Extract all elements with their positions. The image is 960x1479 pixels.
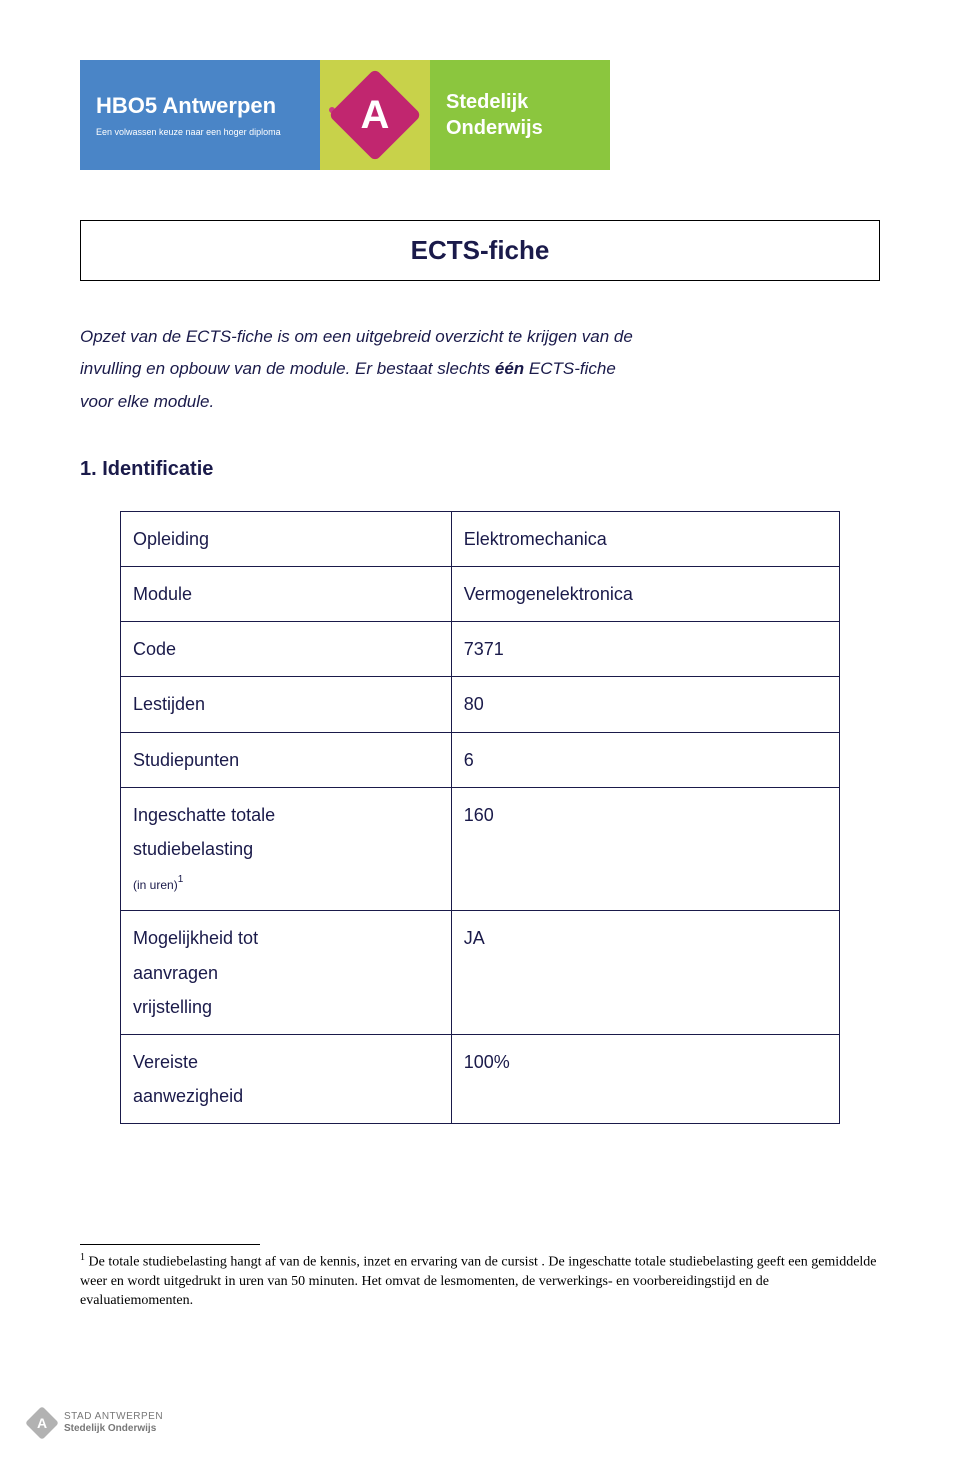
row-studiebelasting-value: 160 xyxy=(451,787,839,911)
row-aanwezigheid-value: 100% xyxy=(451,1034,839,1123)
footer-line1: STAD ANTWERPEN xyxy=(64,1411,163,1423)
banner-hbo5: HBO5 Antwerpen Een volwassen keuze naar … xyxy=(80,60,320,170)
row-studiepunten-value: 6 xyxy=(451,732,839,787)
identification-table: Opleiding Elektromechanica Module Vermog… xyxy=(120,511,840,1124)
table-row: Studiepunten 6 xyxy=(121,732,840,787)
row-module-value: Vermogenelektronica xyxy=(451,567,839,622)
table-row: Opleiding Elektromechanica xyxy=(121,511,840,566)
intro-part4: voor elke module. xyxy=(80,392,214,411)
footnote-body: De totale studiebelasting hangt af van d… xyxy=(80,1255,877,1308)
row-opleiding-label: Opleiding xyxy=(121,511,452,566)
table-row: Code 7371 xyxy=(121,622,840,677)
intro-part2: invulling en opbouw van de module. Er be… xyxy=(80,359,495,378)
table-row: Mogelijkheid tot aanvragen vrijstelling … xyxy=(121,911,840,1035)
intro-bold: één xyxy=(495,359,524,378)
footnote-text: 1 De totale studiebelasting hangt af van… xyxy=(80,1251,880,1310)
hbo5-title: HBO5 Antwerpen xyxy=(96,93,304,119)
banner-a-logo: A xyxy=(320,60,430,170)
row-vrijstelling-label: Mogelijkheid tot aanvragen vrijstelling xyxy=(121,911,452,1035)
intro-part1: Opzet van de ECTS-fiche is om een uitgeb… xyxy=(80,327,633,346)
section-1-heading: 1. Identificatie xyxy=(80,458,880,481)
row-lestijden-label: Lestijden xyxy=(121,677,452,732)
row-code-label: Code xyxy=(121,622,452,677)
page-title: ECTS-fiche xyxy=(91,235,869,266)
table-row: Module Vermogenelektronica xyxy=(121,567,840,622)
row-opleiding-value: Elektromechanica xyxy=(451,511,839,566)
row-code-value: 7371 xyxy=(451,622,839,677)
table-row: Vereiste aanwezigheid 100% xyxy=(121,1034,840,1123)
row-lestijden-value: 80 xyxy=(451,677,839,732)
page-footer: A STAD ANTWERPEN Stedelijk Onderwijs xyxy=(0,1411,960,1465)
title-box: ECTS-fiche xyxy=(80,220,880,281)
table-row: Lestijden 80 xyxy=(121,677,840,732)
row-studiepunten-label: Studiepunten xyxy=(121,732,452,787)
row-vrijstelling-value: JA xyxy=(451,911,839,1035)
footer-line2: Stedelijk Onderwijs xyxy=(64,1423,163,1435)
intro-part3: ECTS-fiche xyxy=(524,359,616,378)
stedelijk-line2: Onderwijs xyxy=(446,115,594,141)
row-studiebelasting-label: Ingeschatte totale studiebelasting (in u… xyxy=(121,787,452,911)
row-module-label: Module xyxy=(121,567,452,622)
banner-stedelijk: Stedelijk Onderwijs xyxy=(430,60,610,170)
footer-text: STAD ANTWERPEN Stedelijk Onderwijs xyxy=(64,1411,163,1435)
intro-text: Opzet van de ECTS-fiche is om een uitgeb… xyxy=(80,321,880,418)
header-banner: HBO5 Antwerpen Een volwassen keuze naar … xyxy=(80,60,880,170)
footnote-separator xyxy=(80,1244,260,1245)
a-badge-icon: A xyxy=(328,68,421,161)
footer-a-icon: A xyxy=(25,1406,59,1440)
row-aanwezigheid-label: Vereiste aanwezigheid xyxy=(121,1034,452,1123)
hbo5-subtitle: Een volwassen keuze naar een hoger diplo… xyxy=(96,127,304,137)
stedelijk-line1: Stedelijk xyxy=(446,89,594,115)
table-row: Ingeschatte totale studiebelasting (in u… xyxy=(121,787,840,911)
